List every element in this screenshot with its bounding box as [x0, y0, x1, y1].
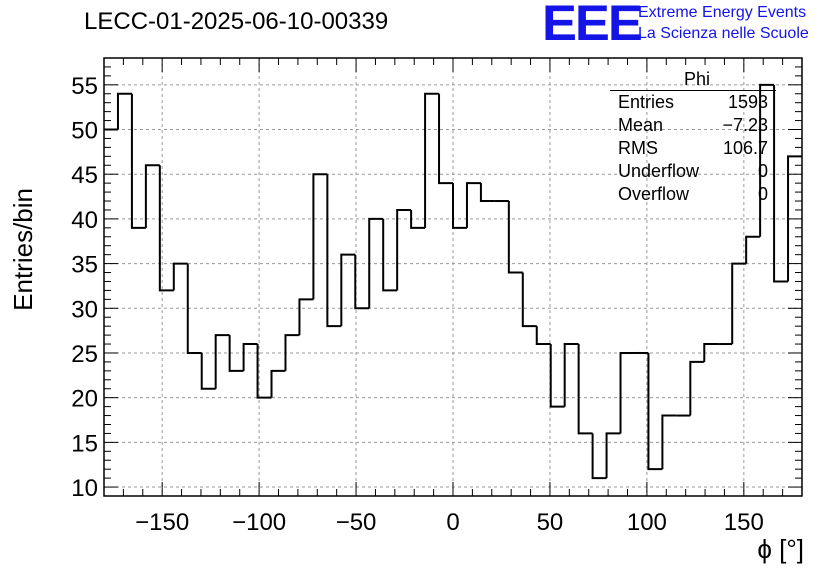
stats-label: Underflow: [618, 161, 700, 181]
histogram-bin: [703, 343, 719, 362]
histogram-bin: [535, 326, 551, 346]
y-tick-label: 40: [71, 207, 98, 234]
histogram-bin: [661, 414, 677, 470]
y-tick-label: 35: [71, 252, 98, 279]
y-tick-label: 50: [71, 118, 98, 145]
histogram-bin: [452, 183, 467, 229]
x-tick-label: 100: [627, 509, 667, 536]
histogram-bin: [340, 253, 356, 327]
histogram-bin: [759, 83, 775, 237]
x-tick-label: −100: [232, 509, 286, 536]
stats-row-underflow: Underflow 0: [610, 160, 776, 183]
stats-value: 1593: [727, 92, 768, 112]
stats-value: 106.7: [722, 138, 768, 158]
eee-logo: EEE: [542, 0, 643, 51]
histogram-bin: [424, 92, 440, 228]
histogram-bin: [242, 343, 258, 371]
stats-row-overflow: Overflow 0: [610, 183, 776, 206]
stats-label: RMS: [618, 138, 658, 158]
histogram-bin: [773, 84, 789, 283]
histogram-bin: [270, 369, 286, 398]
histogram-bin: [396, 208, 412, 291]
histogram-bin: [507, 201, 523, 274]
histogram-bin: [158, 165, 174, 292]
stats-value: 0: [757, 161, 768, 181]
histogram-bin: [214, 334, 230, 389]
y-tick-label: 25: [71, 341, 98, 368]
logo-tagline-2: La Scienza nelle Scuole: [638, 25, 809, 42]
stats-value: 0: [757, 184, 768, 204]
histogram-bin: [312, 173, 328, 300]
histogram-bin: [326, 174, 342, 328]
y-tick-label: 20: [71, 386, 98, 413]
stats-label: Overflow: [618, 184, 690, 204]
histogram-bin: [563, 343, 579, 407]
stats-row-rms: RMS 106.7: [610, 137, 776, 160]
y-tick-label: 10: [71, 475, 98, 502]
histogram-bin: [479, 183, 495, 203]
x-axis-label: ϕ [°]: [757, 534, 804, 564]
x-tick-label: −150: [135, 509, 189, 536]
histogram-bin: [130, 93, 146, 229]
histogram-bin: [619, 351, 635, 434]
tick-labels: −150 −100 −50 0 50 100 150 10 15 20 25 30 35 40 45 50 55: [71, 73, 764, 536]
histogram-bin: [745, 235, 761, 264]
histogram-bin: [144, 164, 160, 228]
histogram-bin: [549, 344, 565, 408]
stats-box: Phi Entries 1593 Mean −7.23 RMS 106.7 Un…: [610, 68, 776, 206]
histogram-bin: [438, 93, 453, 185]
y-tick-label: 55: [71, 73, 98, 100]
x-tick-label: 50: [537, 509, 564, 536]
histogram-bin: [382, 218, 398, 292]
stats-row-mean: Mean −7.23: [610, 114, 776, 137]
stats-label: Mean: [618, 115, 664, 135]
y-axis-label: Entries/bin: [8, 188, 38, 311]
histogram-bin: [354, 254, 370, 310]
histogram-bin: [689, 360, 705, 416]
histogram-bin: [647, 352, 663, 471]
histogram-bars: [104, 83, 802, 480]
histogram-bin: [577, 344, 593, 435]
histogram-bin: [591, 433, 607, 480]
histogram-bin: [256, 344, 272, 399]
histogram-bin: [186, 263, 202, 354]
histogram-bin: [172, 262, 188, 291]
logo-tagline-1: Extreme Energy Events: [638, 4, 807, 21]
chart-title: LECC-01-2025-06-10-00339: [84, 8, 389, 35]
histogram-bin: [298, 298, 314, 336]
histogram-bin: [368, 217, 384, 309]
histogram-bin: [465, 182, 481, 228]
y-tick-label: 45: [71, 162, 98, 189]
stats-label: Entries: [618, 92, 675, 112]
axis-ticks: [104, 58, 802, 496]
x-tick-label: 0: [446, 509, 459, 536]
histogram-bin: [410, 209, 426, 229]
histogram-bin: [228, 335, 244, 372]
histogram-bin: [116, 92, 132, 130]
histogram-bin: [521, 272, 537, 328]
histogram-bin: [284, 334, 300, 371]
stats-row-entries: Entries 1593: [610, 91, 776, 114]
y-tick-label: 30: [71, 296, 98, 323]
histogram-bin: [200, 352, 216, 390]
histogram-bin: [605, 432, 621, 479]
y-tick-label: 15: [71, 430, 98, 457]
x-tick-label: 150: [724, 509, 764, 536]
histogram-bin: [731, 262, 747, 345]
x-tick-label: −50: [336, 509, 377, 536]
stats-box-title: Phi: [610, 68, 776, 91]
stats-value: −7.23: [722, 115, 768, 135]
